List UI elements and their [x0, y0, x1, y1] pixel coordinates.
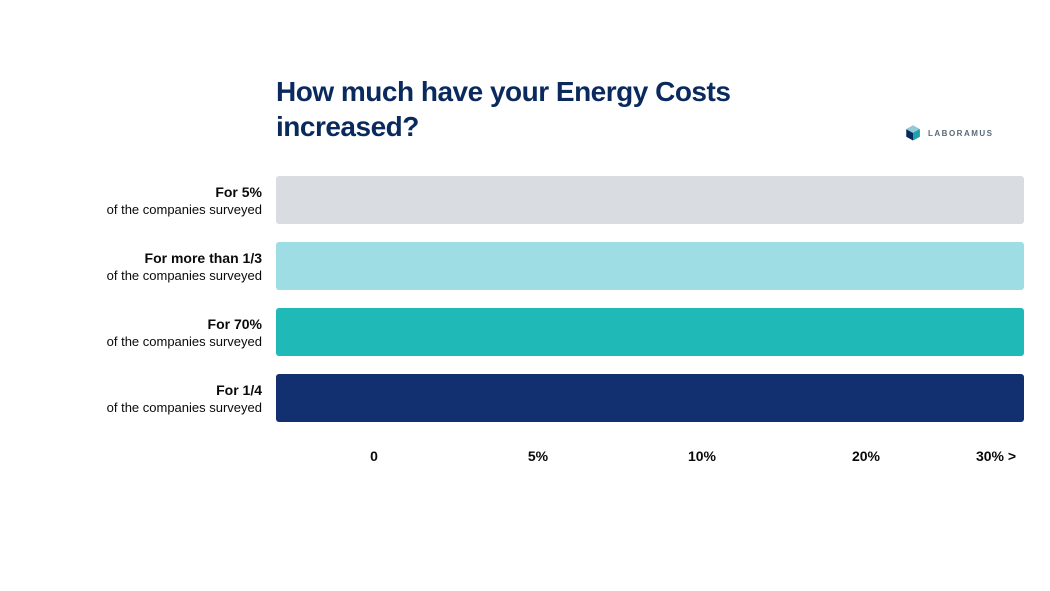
bar-label-main: For 1/4 [216, 382, 262, 398]
bar-label-main: For 70% [208, 316, 262, 332]
bar-row: For more than 1/3 of the companies surve… [38, 242, 1024, 290]
hexagon-icon [904, 124, 922, 142]
x-axis: 0 5% 10% 20% 30% > [276, 448, 1024, 478]
bar-label-main: For 5% [215, 184, 262, 200]
chart-canvas: How much have your Energy Costs increase… [0, 0, 1050, 591]
bar [276, 374, 1024, 422]
brand-logo: LABORAMUS [904, 124, 994, 142]
bar [276, 176, 1024, 224]
bar-track [276, 308, 1024, 356]
x-tick: 20% [852, 448, 880, 464]
bar-row: For 1/4 of the companies surveyed [38, 374, 1024, 422]
bar-row: For 70% of the companies surveyed [38, 308, 1024, 356]
x-tick: 10% [688, 448, 716, 464]
x-tick: 5% [528, 448, 548, 464]
x-tick: 30% > [976, 448, 1016, 464]
bar-label: For 5% of the companies surveyed [38, 176, 262, 224]
bar-label-main: For more than 1/3 [145, 250, 262, 266]
x-tick: 0 [370, 448, 378, 464]
bar-label: For 1/4 of the companies surveyed [38, 374, 262, 422]
bar-chart: For 5% of the companies surveyed For mor… [38, 176, 1024, 440]
bar [276, 242, 1024, 290]
bar-track [276, 374, 1024, 422]
bar-row: For 5% of the companies surveyed [38, 176, 1024, 224]
bar-label-sub: of the companies surveyed [107, 268, 262, 283]
bar [276, 308, 1024, 356]
bar-label: For more than 1/3 of the companies surve… [38, 242, 262, 290]
bar-label-sub: of the companies surveyed [107, 334, 262, 349]
bar-label: For 70% of the companies surveyed [38, 308, 262, 356]
chart-title: How much have your Energy Costs increase… [276, 74, 836, 144]
bar-label-sub: of the companies surveyed [107, 400, 262, 415]
bar-label-sub: of the companies surveyed [107, 202, 262, 217]
brand-logo-text: LABORAMUS [928, 129, 994, 138]
bar-track [276, 242, 1024, 290]
bar-track [276, 176, 1024, 224]
